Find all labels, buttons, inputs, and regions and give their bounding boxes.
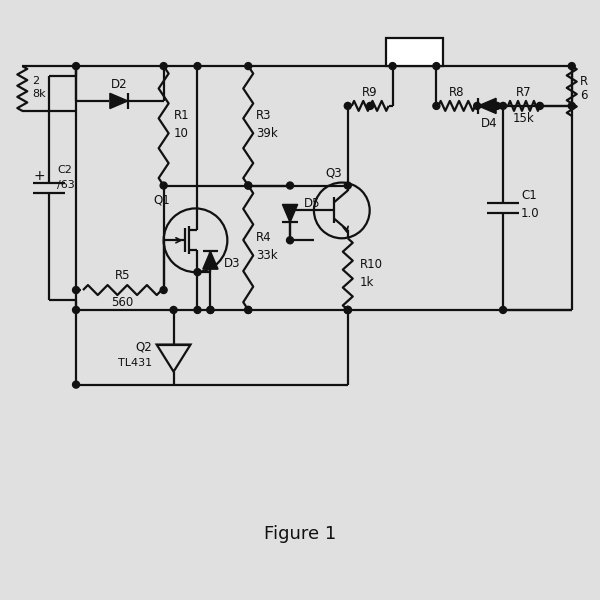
Text: C1: C1 bbox=[521, 190, 537, 202]
Text: R5: R5 bbox=[115, 269, 130, 281]
Circle shape bbox=[473, 103, 481, 109]
Text: TL431: TL431 bbox=[118, 358, 152, 368]
Text: R3: R3 bbox=[256, 109, 272, 122]
Circle shape bbox=[245, 182, 252, 189]
Text: 15k: 15k bbox=[513, 112, 535, 125]
Text: Q1: Q1 bbox=[153, 194, 170, 207]
Circle shape bbox=[207, 307, 214, 313]
Polygon shape bbox=[110, 94, 128, 109]
Circle shape bbox=[245, 307, 252, 313]
Circle shape bbox=[194, 269, 201, 275]
Polygon shape bbox=[283, 205, 298, 223]
Circle shape bbox=[73, 381, 80, 388]
Circle shape bbox=[73, 307, 80, 313]
Circle shape bbox=[568, 103, 575, 109]
Text: Figure 1: Figure 1 bbox=[264, 525, 336, 543]
Circle shape bbox=[160, 287, 167, 293]
Text: R10: R10 bbox=[360, 257, 383, 271]
Circle shape bbox=[73, 62, 80, 70]
Text: D2: D2 bbox=[110, 79, 127, 91]
Circle shape bbox=[389, 62, 396, 70]
Text: 6: 6 bbox=[580, 89, 587, 103]
Text: 1.0: 1.0 bbox=[521, 208, 539, 220]
Circle shape bbox=[287, 207, 293, 214]
Circle shape bbox=[245, 62, 252, 70]
Polygon shape bbox=[478, 98, 496, 113]
Text: R8: R8 bbox=[449, 86, 464, 100]
Text: R9: R9 bbox=[362, 86, 378, 100]
Text: 10: 10 bbox=[173, 127, 188, 140]
Circle shape bbox=[207, 307, 214, 313]
Circle shape bbox=[194, 62, 201, 70]
Text: D3: D3 bbox=[224, 257, 241, 269]
Text: R7: R7 bbox=[516, 86, 532, 100]
Text: R: R bbox=[580, 74, 588, 88]
Circle shape bbox=[433, 62, 440, 70]
Circle shape bbox=[367, 103, 374, 109]
Circle shape bbox=[160, 182, 167, 189]
Circle shape bbox=[287, 237, 293, 244]
Circle shape bbox=[73, 287, 80, 293]
Circle shape bbox=[245, 307, 252, 313]
Circle shape bbox=[344, 103, 351, 109]
Text: 33k: 33k bbox=[256, 249, 278, 262]
Bar bbox=[386, 38, 443, 66]
Text: D4: D4 bbox=[481, 118, 497, 130]
Text: 39k: 39k bbox=[256, 127, 278, 140]
Circle shape bbox=[344, 307, 351, 313]
Text: 1k: 1k bbox=[360, 275, 374, 289]
Text: Q2: Q2 bbox=[135, 340, 152, 353]
Polygon shape bbox=[203, 251, 218, 269]
Text: Q3: Q3 bbox=[326, 166, 342, 179]
Text: LM317: LM317 bbox=[392, 46, 437, 59]
Text: C2: C2 bbox=[57, 165, 72, 175]
Circle shape bbox=[433, 103, 440, 109]
Circle shape bbox=[245, 182, 252, 189]
Text: R1: R1 bbox=[173, 109, 189, 122]
Text: 2: 2 bbox=[32, 76, 40, 86]
Circle shape bbox=[344, 182, 351, 189]
Text: R4: R4 bbox=[256, 231, 272, 244]
Text: +: + bbox=[34, 169, 45, 183]
Circle shape bbox=[494, 103, 500, 109]
Circle shape bbox=[344, 307, 351, 313]
Circle shape bbox=[170, 307, 177, 313]
Circle shape bbox=[287, 182, 293, 189]
Text: /63: /63 bbox=[57, 180, 75, 190]
Text: 560: 560 bbox=[111, 296, 133, 310]
Circle shape bbox=[500, 103, 506, 109]
Circle shape bbox=[536, 103, 544, 109]
Circle shape bbox=[568, 62, 575, 70]
Text: 8k: 8k bbox=[32, 89, 46, 99]
Circle shape bbox=[160, 62, 167, 70]
Text: D5: D5 bbox=[304, 197, 320, 210]
Circle shape bbox=[194, 307, 201, 313]
Circle shape bbox=[344, 307, 351, 313]
Circle shape bbox=[500, 307, 506, 313]
